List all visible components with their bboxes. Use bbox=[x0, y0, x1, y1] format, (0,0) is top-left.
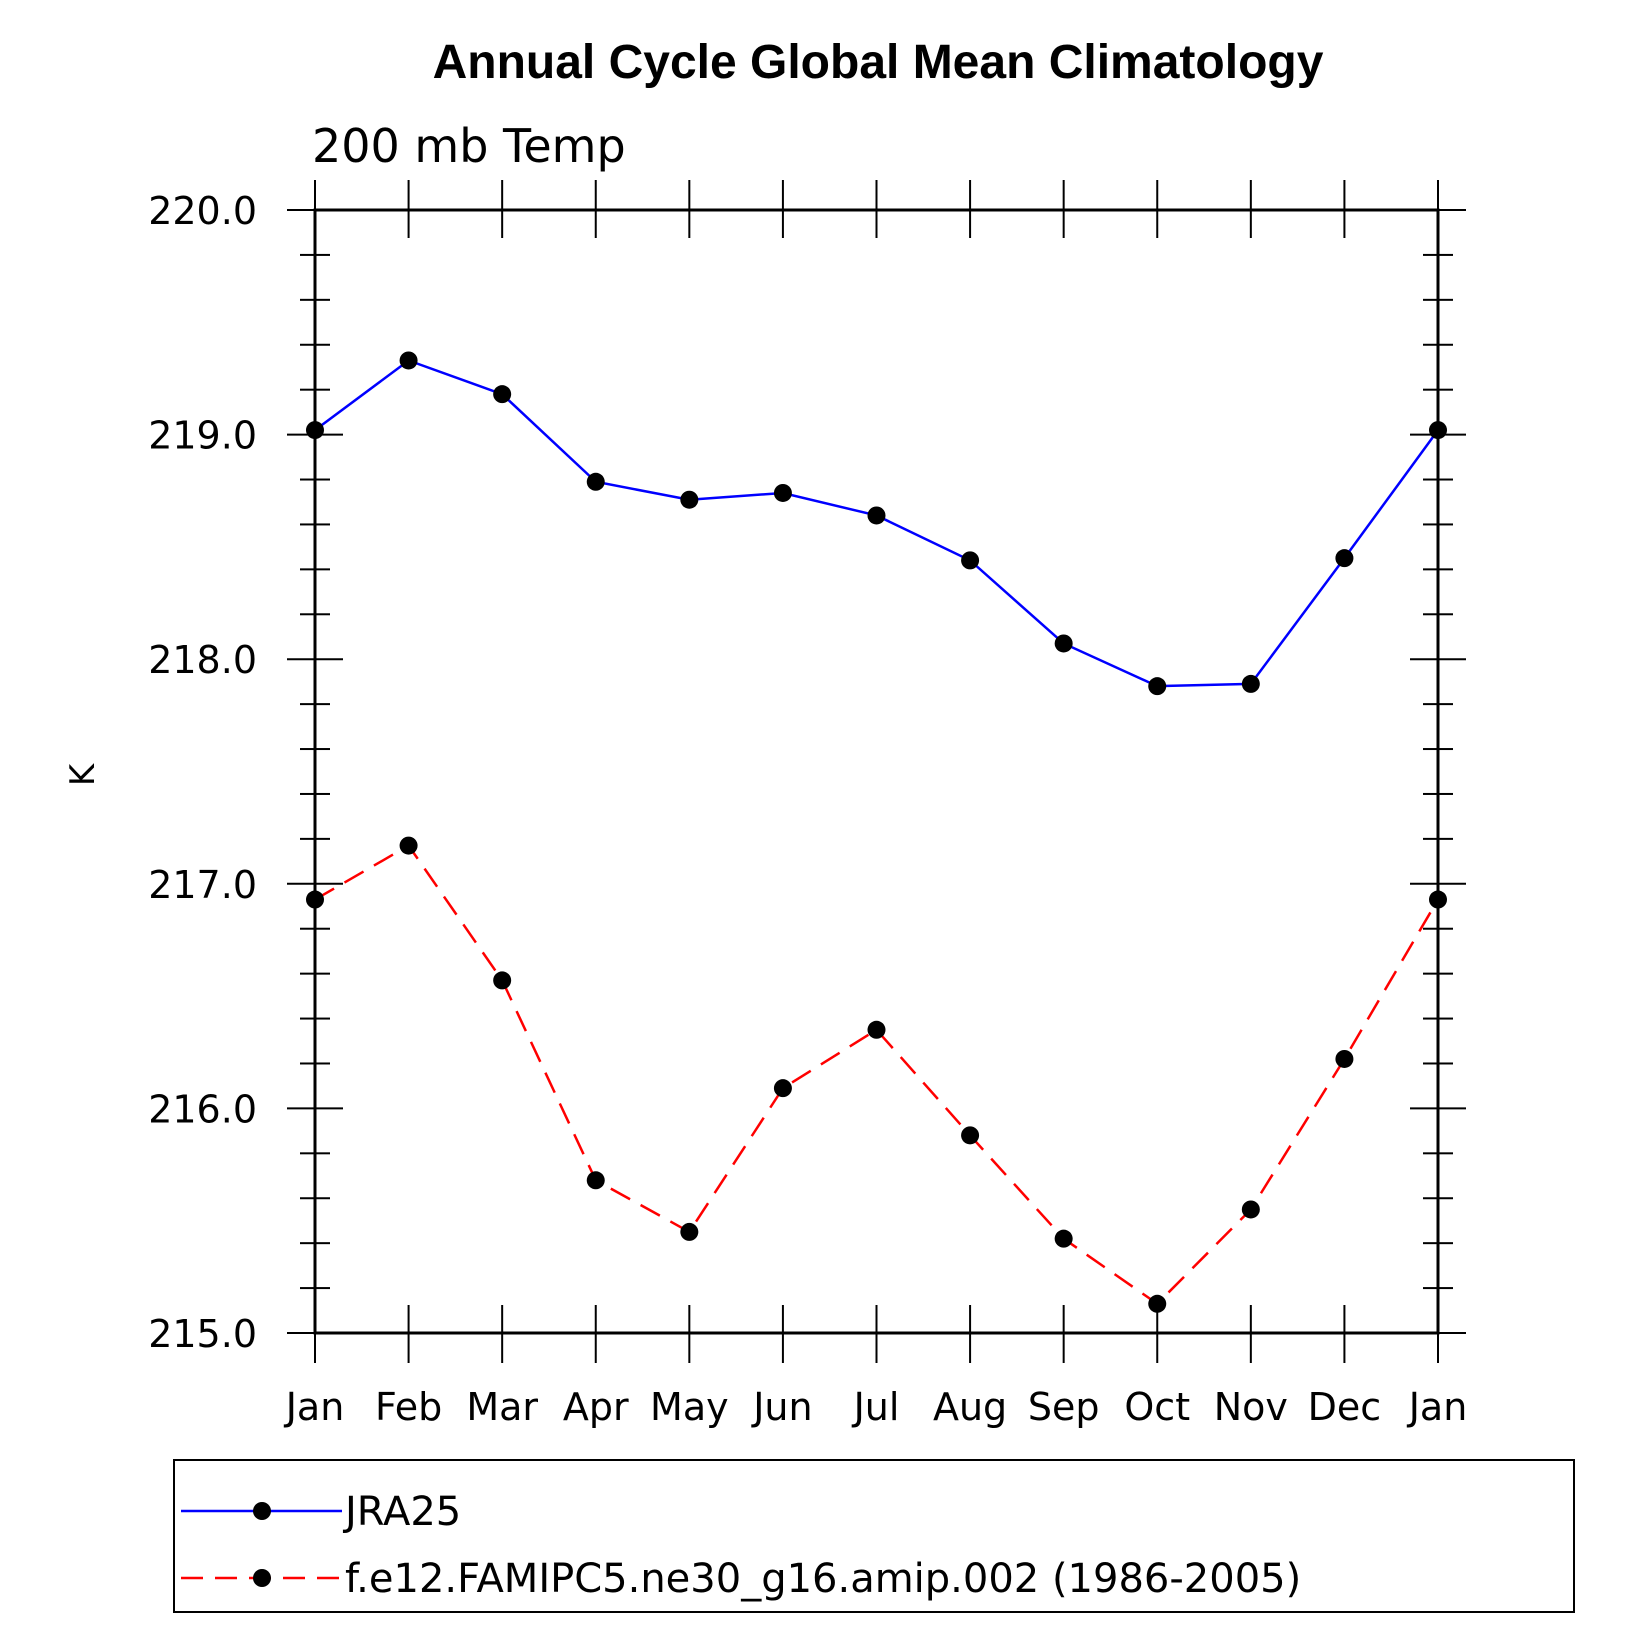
data-point bbox=[1241, 1200, 1260, 1219]
data-point bbox=[773, 483, 792, 502]
data-point bbox=[1429, 421, 1447, 440]
y-tick-label: 220.0 bbox=[148, 189, 257, 233]
data-point bbox=[306, 890, 324, 909]
data-point bbox=[1148, 1294, 1167, 1313]
data-point bbox=[867, 1020, 886, 1039]
chart-subtitle: 200 mb Temp bbox=[312, 119, 626, 173]
legend-box bbox=[173, 1459, 1575, 1613]
data-point bbox=[399, 836, 418, 855]
x-tick-label: Oct bbox=[1124, 1385, 1190, 1429]
data-point bbox=[1054, 1229, 1073, 1248]
x-tick-label: Aug bbox=[933, 1385, 1007, 1429]
y-tick-label: 215.0 bbox=[148, 1312, 257, 1356]
legend-marker-1 bbox=[253, 1569, 271, 1587]
data-point bbox=[399, 351, 418, 370]
legend-label-1: f.e12.FAMIPC5.ne30_g16.amip.002 (1986-20… bbox=[345, 1556, 1301, 1602]
x-tick-label: Jan bbox=[1407, 1385, 1468, 1429]
data-point bbox=[306, 421, 324, 440]
legend-marker-0 bbox=[253, 1502, 271, 1520]
y-tick-label: 218.0 bbox=[148, 638, 257, 682]
y-axis-label: K bbox=[63, 762, 103, 786]
x-tick-label: Apr bbox=[563, 1385, 629, 1429]
x-tick-label: Nov bbox=[1214, 1385, 1288, 1429]
data-point bbox=[493, 971, 512, 990]
x-tick-label: Jun bbox=[751, 1385, 812, 1429]
data-point bbox=[961, 1126, 980, 1145]
plot-frame bbox=[313, 208, 1440, 1335]
x-tick-label: Feb bbox=[375, 1385, 442, 1429]
x-tick-label: Sep bbox=[1028, 1385, 1100, 1429]
y-tick-label: 217.0 bbox=[148, 863, 257, 907]
data-point bbox=[867, 506, 886, 525]
chart-title: Annual Cycle Global Mean Climatology bbox=[433, 36, 1324, 89]
data-point bbox=[773, 1079, 792, 1098]
data-point bbox=[961, 551, 980, 570]
axes-group: 215.0 216.0 217.0 218.0 219.0 220.0 Jan Feb Mar A… bbox=[148, 180, 1467, 1429]
legend-label-0: JRA25 bbox=[342, 1489, 461, 1535]
y-tick-label: 219.0 bbox=[148, 414, 257, 458]
data-point bbox=[1335, 549, 1354, 568]
series-group bbox=[306, 351, 1447, 1313]
data-point bbox=[1148, 677, 1167, 696]
data-point bbox=[1054, 634, 1073, 653]
x-tick-label: Dec bbox=[1308, 1385, 1382, 1429]
data-point bbox=[1429, 890, 1447, 909]
data-point bbox=[1335, 1049, 1354, 1068]
data-point bbox=[586, 472, 605, 491]
data-point bbox=[493, 385, 512, 404]
data-point bbox=[680, 490, 699, 509]
legend: JRA25 f.e12.FAMIPC5.ne30_g16.amip.002 (19… bbox=[173, 1459, 1575, 1613]
series-line-1 bbox=[314, 843, 1440, 1306]
x-tick-label: Mar bbox=[466, 1385, 538, 1429]
x-tick-label: May bbox=[650, 1385, 729, 1429]
y-tick-label: 216.0 bbox=[148, 1087, 257, 1131]
x-tick-label: Jul bbox=[852, 1385, 900, 1429]
data-point bbox=[586, 1171, 605, 1190]
x-tick-label: Jan bbox=[284, 1385, 345, 1429]
data-point bbox=[1241, 674, 1260, 693]
data-point bbox=[680, 1222, 699, 1241]
